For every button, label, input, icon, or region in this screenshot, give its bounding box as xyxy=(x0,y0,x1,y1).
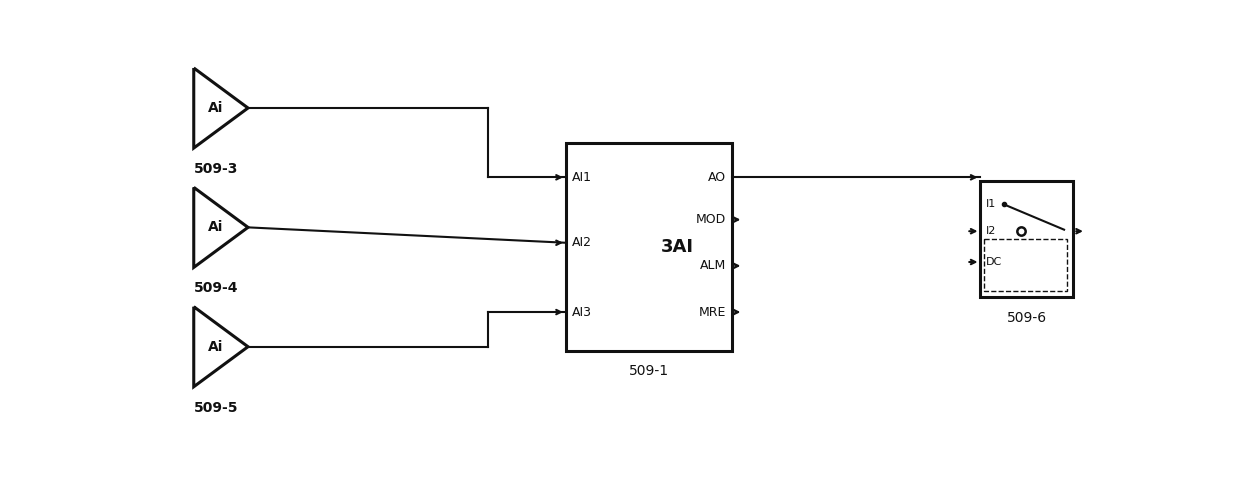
Text: 509-5: 509-5 xyxy=(193,400,238,414)
Bar xyxy=(985,239,1068,290)
Text: 509-4: 509-4 xyxy=(193,281,238,295)
Text: I2: I2 xyxy=(986,226,996,236)
Text: I1: I1 xyxy=(986,199,996,209)
Bar xyxy=(981,181,1074,297)
Text: ALM: ALM xyxy=(699,259,727,272)
Text: AI3: AI3 xyxy=(572,306,591,319)
Text: AI2: AI2 xyxy=(572,236,591,249)
Bar xyxy=(565,142,733,351)
Text: MOD: MOD xyxy=(696,213,727,226)
Text: 509-3: 509-3 xyxy=(193,162,238,176)
Text: Ai: Ai xyxy=(208,220,223,234)
Text: AI1: AI1 xyxy=(572,171,591,184)
Text: 509-6: 509-6 xyxy=(1007,311,1047,325)
Text: Ai: Ai xyxy=(208,101,223,115)
Text: MRE: MRE xyxy=(699,306,727,319)
Text: 509-1: 509-1 xyxy=(629,364,670,378)
Text: Ai: Ai xyxy=(208,340,223,354)
Text: 3AI: 3AI xyxy=(661,238,694,256)
Text: DC: DC xyxy=(986,257,1002,267)
Text: AO: AO xyxy=(708,171,727,184)
